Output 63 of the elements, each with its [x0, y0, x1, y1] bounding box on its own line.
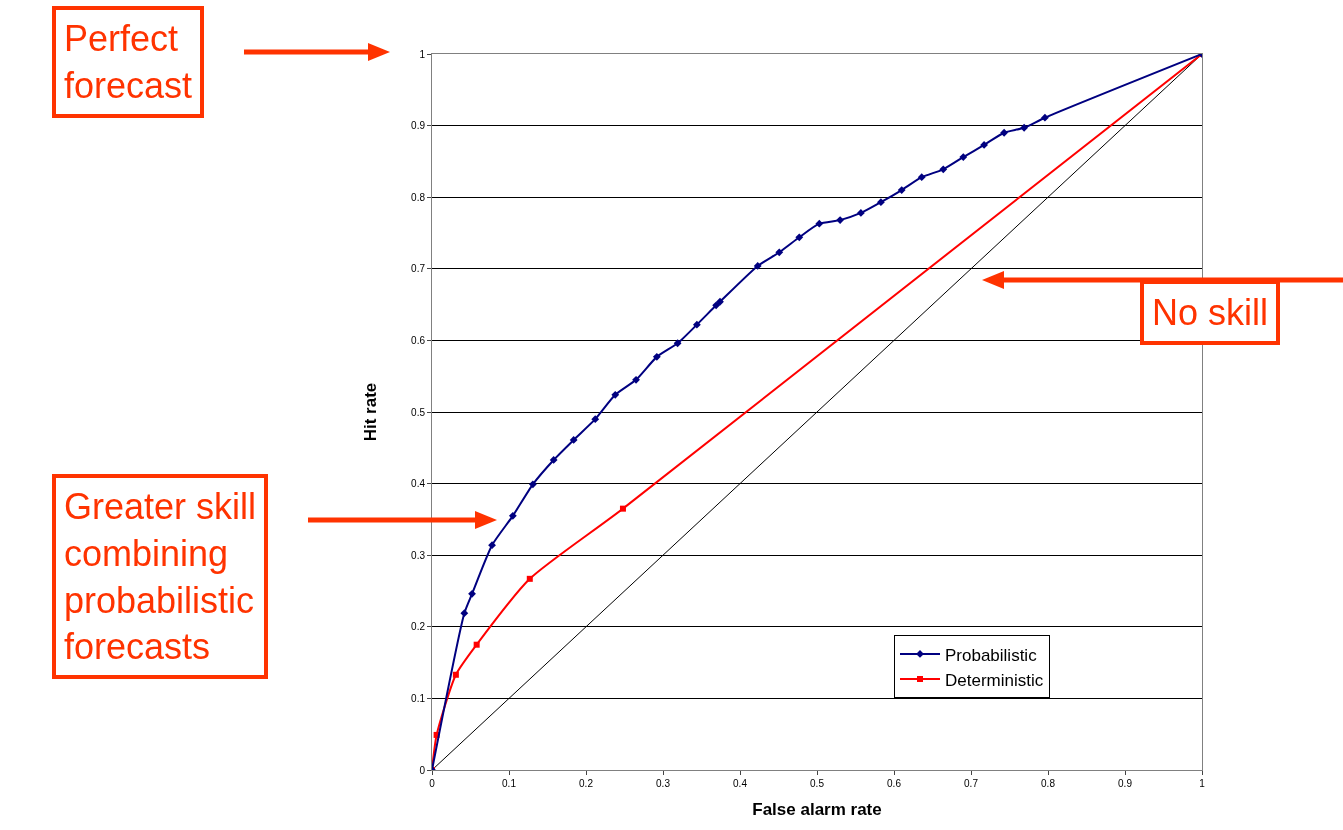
- point: [652, 352, 661, 361]
- point: [775, 248, 784, 257]
- point: [897, 186, 906, 194]
- x-axis-title: False alarm rate: [752, 800, 882, 820]
- y-tick-label: 0.6: [411, 334, 426, 346]
- point: [569, 436, 578, 444]
- y-axis-title: Hit rate: [360, 382, 380, 442]
- y-tick-label: 0.5: [411, 406, 426, 418]
- point: [795, 233, 804, 242]
- point: [632, 375, 640, 384]
- point: [712, 301, 721, 310]
- y-tick-label: 0.3: [411, 549, 426, 561]
- point: [980, 141, 988, 149]
- point: [611, 390, 620, 399]
- y-tick-label: 0.2: [411, 621, 426, 633]
- point: [1020, 123, 1029, 132]
- point: [917, 173, 926, 182]
- y-tick-label: 0.8: [411, 191, 426, 203]
- point: [1041, 113, 1049, 122]
- point: [488, 541, 496, 550]
- point: [836, 216, 844, 225]
- annotation: No skill: [1152, 292, 1269, 333]
- x-tick-label: 0.2: [579, 778, 594, 789]
- x-tick-label: 0.1: [502, 778, 517, 789]
- y-tick-label: 1: [419, 48, 426, 60]
- y-tick-label: 0.4: [411, 478, 426, 490]
- point: [877, 198, 885, 207]
- text: Greater skill combining probabilistic forecasts: [64, 486, 257, 668]
- point: [815, 219, 824, 228]
- point: [716, 297, 724, 306]
- point: [591, 415, 600, 424]
- point: [452, 671, 459, 678]
- point: [460, 609, 469, 618]
- x-tick-label: 0: [429, 778, 436, 789]
- point: [508, 511, 517, 520]
- point: [619, 505, 626, 512]
- point: [468, 589, 476, 598]
- y-tick-label: 0.7: [411, 263, 426, 275]
- point: [526, 575, 533, 582]
- point: [1000, 128, 1009, 137]
- point: [549, 456, 558, 464]
- x-tick-label: 0.6: [887, 778, 902, 789]
- point: [959, 153, 968, 161]
- legend-label: Deterministic: [945, 670, 1044, 690]
- x-tick-label: 1: [1199, 778, 1206, 789]
- y-tick-label: 0: [419, 764, 426, 776]
- x-tick-label: 0.8: [1041, 778, 1056, 789]
- x-tick-label: 0.4: [733, 778, 748, 789]
- point: [473, 641, 480, 648]
- legend-label: Probabilistic: [945, 645, 1038, 665]
- x-tick-label: 0.7: [964, 778, 979, 789]
- text: Perfect forecast: [64, 18, 193, 106]
- x-tick-label: 0.5: [810, 778, 825, 789]
- x-tick-label: 0.9: [1118, 778, 1133, 789]
- y-tick-label: 0.1: [411, 692, 426, 704]
- y-tick-label: 0.9: [411, 120, 426, 132]
- point: [856, 209, 865, 217]
- point: [939, 165, 948, 174]
- point: [692, 320, 701, 329]
- point: [528, 480, 537, 489]
- x-tick-label: 0.3: [656, 778, 671, 789]
- point: [753, 262, 762, 270]
- point: [673, 339, 682, 348]
